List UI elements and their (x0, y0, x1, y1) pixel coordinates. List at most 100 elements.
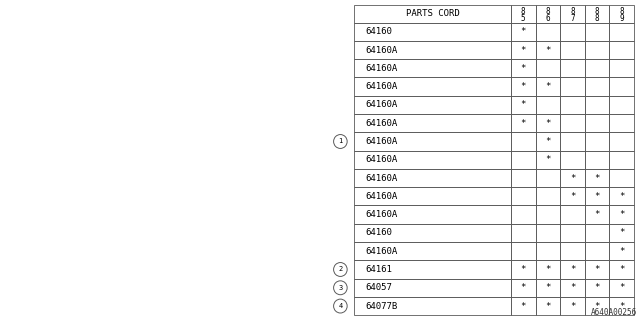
Text: 8: 8 (570, 7, 575, 16)
Bar (511, 151, 536, 169)
Bar (536, 169, 560, 187)
Text: 8: 8 (521, 7, 525, 16)
Bar (609, 96, 634, 114)
Text: 3: 3 (339, 285, 342, 291)
Bar (355, 59, 511, 77)
Bar (355, 260, 511, 279)
Bar (511, 260, 536, 279)
Bar (511, 77, 536, 96)
Bar (560, 5, 585, 23)
Text: *: * (595, 265, 600, 274)
Bar (609, 279, 634, 297)
Bar (585, 132, 609, 151)
Bar (609, 132, 634, 151)
Text: 64160A: 64160A (365, 100, 397, 109)
Bar (355, 151, 511, 169)
Bar (609, 187, 634, 205)
Bar (536, 224, 560, 242)
Text: 7: 7 (570, 14, 575, 23)
Bar (585, 297, 609, 315)
Bar (609, 114, 634, 132)
Text: *: * (595, 210, 600, 219)
Text: *: * (545, 137, 550, 146)
Bar (511, 132, 536, 151)
Bar (585, 169, 609, 187)
Text: *: * (619, 283, 625, 292)
Text: 64161: 64161 (365, 265, 392, 274)
Bar (355, 224, 511, 242)
Bar (585, 114, 609, 132)
Bar (355, 5, 511, 23)
Bar (609, 23, 634, 41)
Text: 64160A: 64160A (365, 45, 397, 55)
Text: 9: 9 (620, 14, 624, 23)
Bar (560, 187, 585, 205)
Bar (536, 59, 560, 77)
Text: *: * (619, 247, 625, 256)
Bar (511, 224, 536, 242)
Bar (585, 96, 609, 114)
Text: 64160A: 64160A (365, 173, 397, 183)
Bar (609, 260, 634, 279)
Bar (560, 279, 585, 297)
Text: 64160A: 64160A (365, 247, 397, 256)
Bar (560, 132, 585, 151)
Text: *: * (570, 192, 575, 201)
Bar (609, 242, 634, 260)
Bar (355, 77, 511, 96)
Bar (355, 132, 511, 151)
Bar (609, 205, 634, 224)
Bar (585, 5, 609, 23)
Bar (536, 23, 560, 41)
Bar (536, 151, 560, 169)
Bar (511, 279, 536, 297)
Bar (511, 297, 536, 315)
Bar (511, 114, 536, 132)
Text: 8: 8 (595, 14, 600, 23)
Bar (560, 151, 585, 169)
Bar (585, 242, 609, 260)
Text: 1: 1 (339, 139, 342, 145)
Bar (536, 260, 560, 279)
Text: *: * (545, 119, 550, 128)
Bar (355, 187, 511, 205)
Bar (585, 187, 609, 205)
Bar (511, 41, 536, 59)
Bar (585, 224, 609, 242)
Bar (355, 114, 511, 132)
Text: 4: 4 (339, 303, 342, 309)
Text: *: * (545, 155, 550, 164)
Bar (585, 41, 609, 59)
Text: 64160A: 64160A (365, 119, 397, 128)
Text: 64057: 64057 (365, 283, 392, 292)
Text: *: * (520, 45, 526, 55)
Bar (560, 224, 585, 242)
Text: *: * (619, 210, 625, 219)
Text: *: * (570, 301, 575, 310)
Bar (609, 77, 634, 96)
Text: *: * (545, 265, 550, 274)
Bar (609, 59, 634, 77)
Bar (536, 297, 560, 315)
Bar (609, 151, 634, 169)
Text: *: * (570, 283, 575, 292)
Text: *: * (520, 100, 526, 109)
Bar (560, 77, 585, 96)
Text: 64160: 64160 (365, 228, 392, 237)
Text: *: * (595, 173, 600, 183)
Bar (609, 41, 634, 59)
Text: *: * (595, 301, 600, 310)
Bar (355, 242, 511, 260)
Text: *: * (520, 27, 526, 36)
Text: *: * (619, 301, 625, 310)
Bar (511, 5, 536, 23)
Text: 8: 8 (595, 7, 600, 16)
Bar (511, 59, 536, 77)
Bar (511, 242, 536, 260)
Bar (585, 151, 609, 169)
Bar (511, 187, 536, 205)
Bar (355, 297, 511, 315)
Bar (560, 23, 585, 41)
Bar (536, 205, 560, 224)
Bar (536, 41, 560, 59)
